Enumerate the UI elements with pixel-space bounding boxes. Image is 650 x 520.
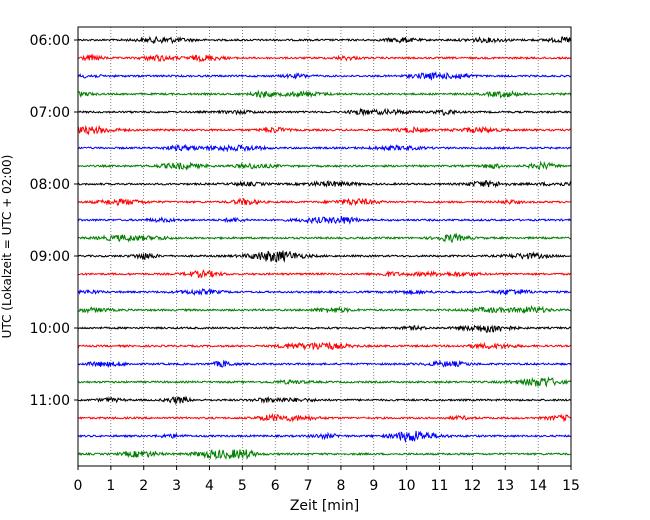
trace-line	[77, 250, 572, 264]
trace-line	[77, 324, 572, 333]
x-tick-label: 3	[172, 478, 181, 494]
x-tick-label: 2	[139, 478, 148, 494]
trace-line	[77, 359, 572, 368]
x-tick-label: 7	[304, 478, 313, 494]
x-tick-label: 13	[496, 478, 514, 494]
trace-line	[77, 287, 572, 296]
trace-line	[77, 430, 572, 444]
y-axis-label: UTC (Lokalzeit = UTC + 02:00)	[0, 155, 14, 339]
y-tick-label: 10:00	[30, 321, 70, 337]
x-tick-label: 9	[369, 478, 378, 494]
trace-line	[77, 197, 572, 207]
trace-line	[77, 35, 572, 45]
vertical-grid	[110, 27, 539, 466]
seismic-traces	[77, 35, 572, 461]
y-axis-ticks: 06:00 07:00 08:00 09:00 10:00 11:00	[30, 33, 78, 409]
x-tick-label: 8	[336, 478, 345, 494]
trace-line	[77, 160, 572, 171]
trace-line	[77, 53, 572, 63]
trace-line	[77, 305, 572, 315]
x-tick-label: 10	[398, 478, 416, 494]
plot-frame	[77, 26, 572, 467]
trace-line	[77, 143, 572, 153]
trace-line	[77, 107, 572, 117]
x-tick-label: 11	[431, 478, 449, 494]
x-tick-label: 15	[562, 478, 580, 494]
trace-line	[77, 449, 572, 461]
trace-line	[77, 216, 572, 225]
trace-line	[77, 179, 572, 189]
trace-line	[77, 269, 572, 279]
x-tick-label: 12	[463, 478, 481, 494]
y-tick-label: 07:00	[30, 105, 70, 121]
x-axis-ticks: 0 1 2 3 4 5 6 7 8 9 10 11 12 13 14 15	[74, 466, 580, 494]
trace-line	[77, 232, 572, 244]
trace-line	[77, 89, 572, 99]
x-tick-label: 14	[529, 478, 547, 494]
trace-line	[77, 341, 572, 351]
trace-line	[77, 395, 572, 406]
trace-line	[77, 124, 572, 136]
x-tick-label: 6	[271, 478, 280, 494]
trace-line	[77, 70, 572, 81]
y-tick-label: 08:00	[30, 177, 70, 193]
x-axis-label: Zeit [min]	[290, 498, 359, 514]
y-tick-label: 06:00	[30, 33, 70, 49]
x-tick-label: 1	[106, 478, 115, 494]
trace-line	[77, 376, 572, 388]
trace-line	[77, 412, 572, 423]
x-tick-label: 4	[205, 478, 214, 494]
y-tick-label: 11:00	[30, 393, 70, 409]
x-tick-label: 5	[238, 478, 247, 494]
x-tick-label: 0	[74, 478, 83, 494]
y-tick-label: 09:00	[30, 249, 70, 265]
